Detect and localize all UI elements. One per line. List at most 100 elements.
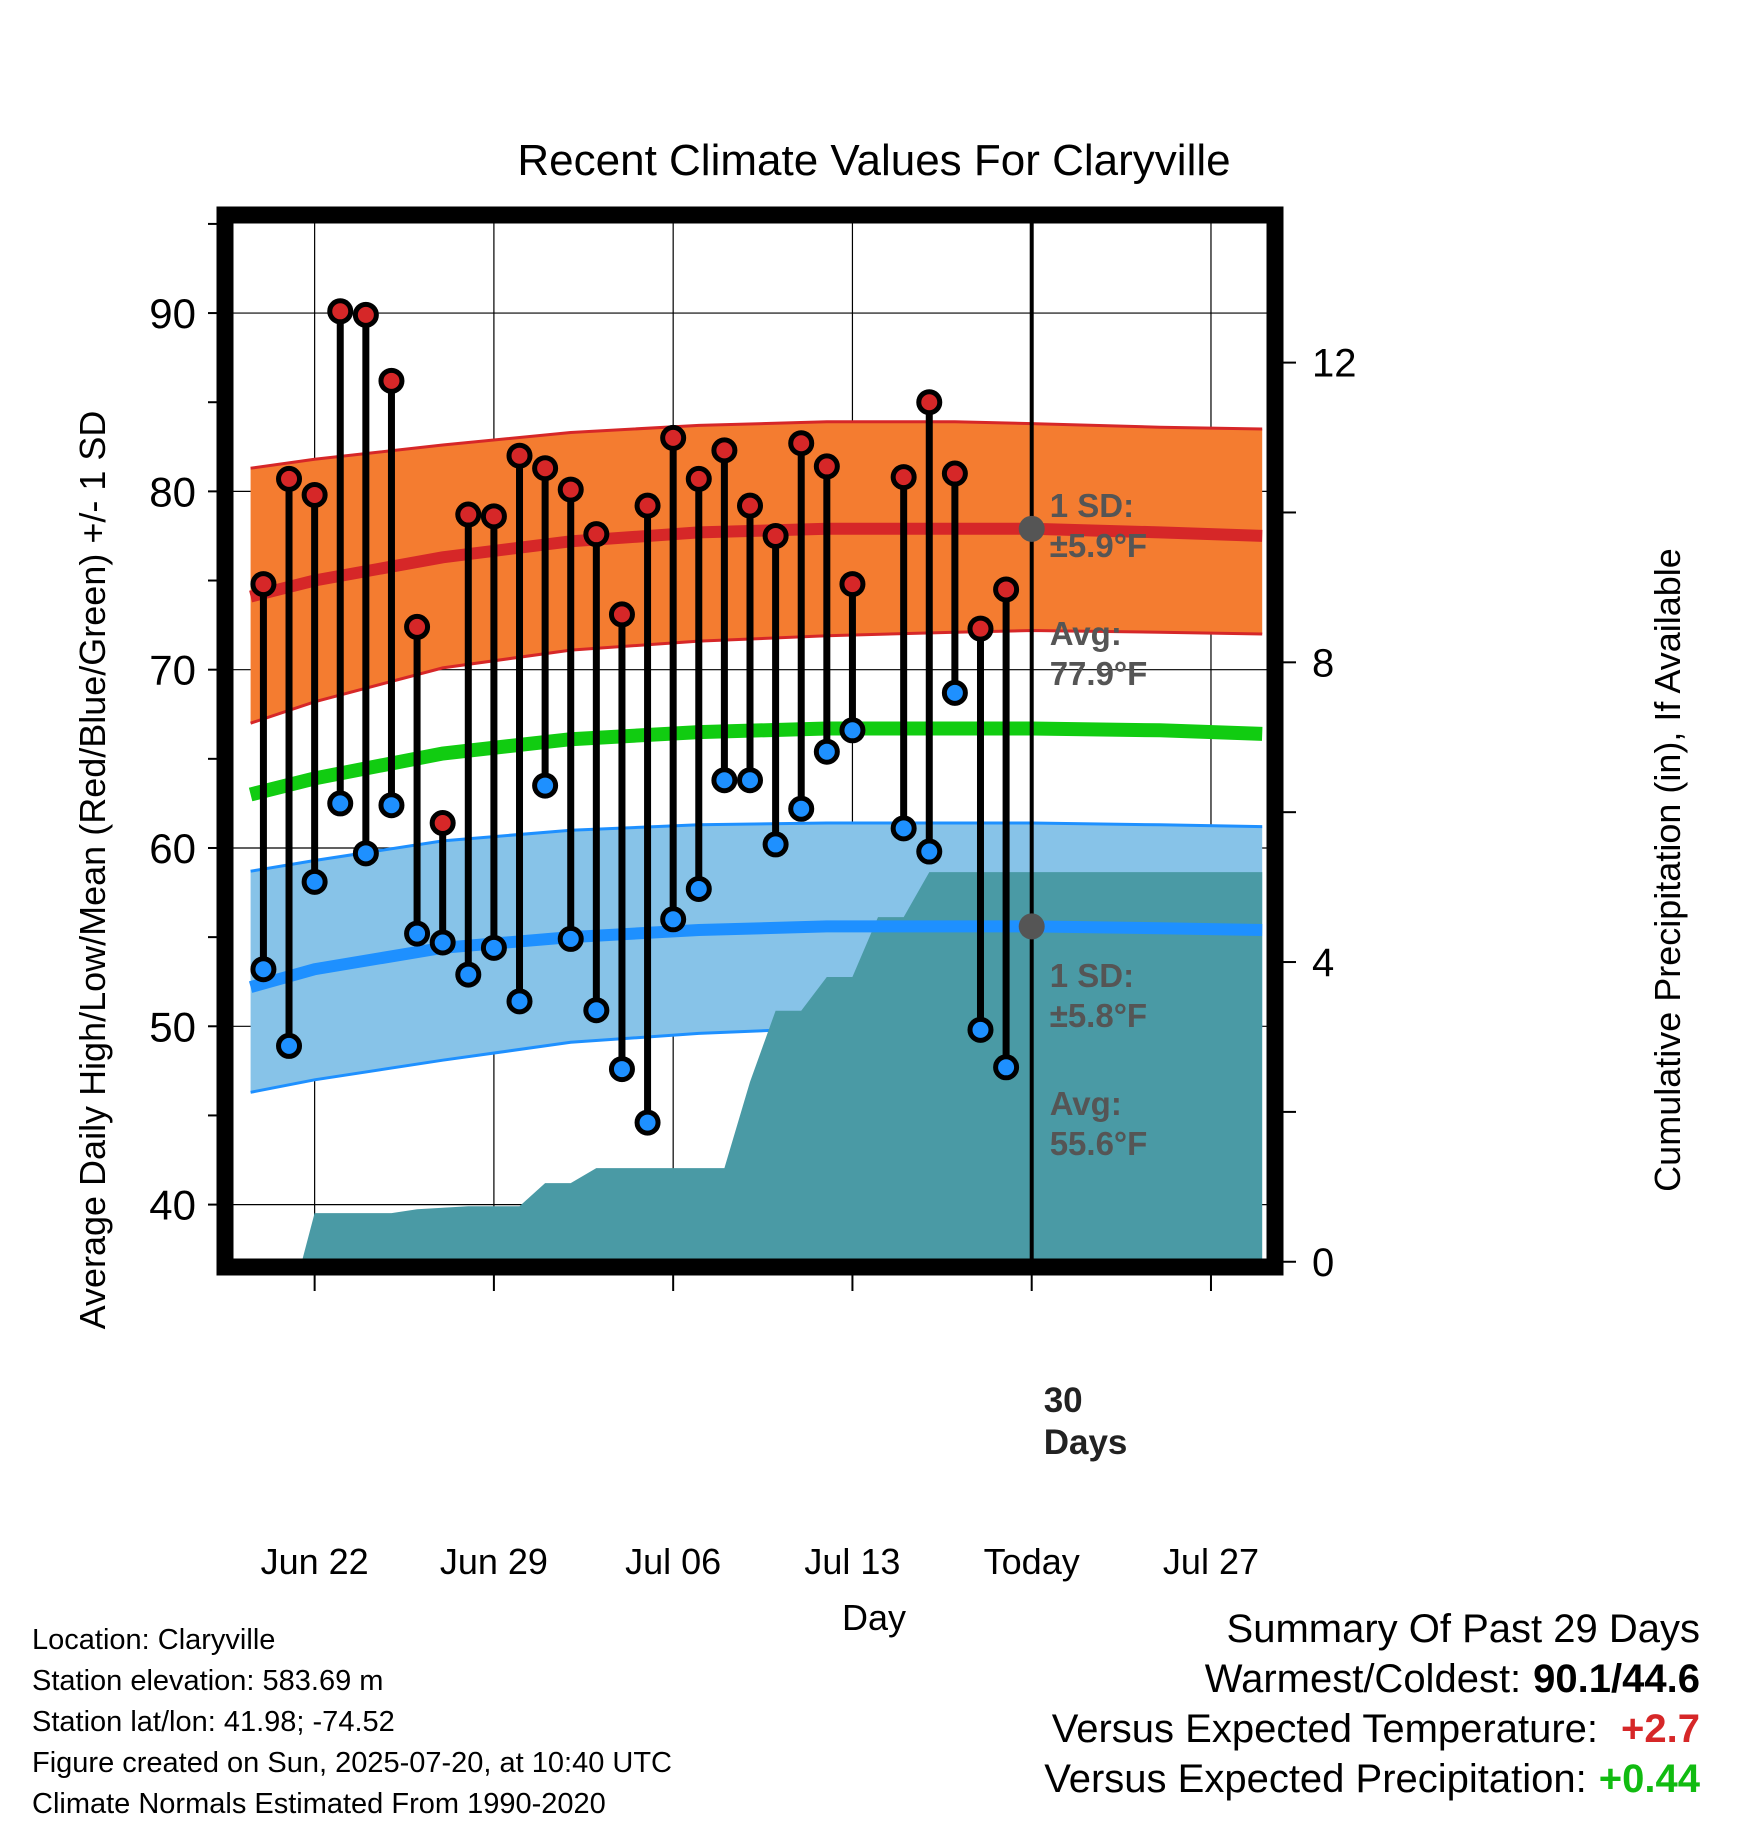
low-point-20 (762, 831, 789, 858)
plot-frame (216, 206, 1284, 1276)
days-label-line-1: Days (1044, 1423, 1128, 1462)
low-point-10 (506, 988, 533, 1015)
high-point-20 (762, 522, 789, 549)
high-point-29 (993, 576, 1020, 603)
high-point-19 (737, 492, 763, 519)
daily-stems (250, 298, 1020, 1136)
low-point-15 (634, 1109, 661, 1136)
y-tick-label-2: 60 (149, 825, 196, 872)
high-sd-value: ±5.9°F (1050, 527, 1147, 564)
precip-row: Versus Expected Precipitation: +0.44 (1044, 1754, 1700, 1804)
low-point-27 (941, 679, 968, 706)
precip-value: +0.44 (1598, 1757, 1700, 1801)
low-point-22 (813, 738, 840, 765)
x-tick-label-5: Jul 27 (1163, 1541, 1259, 1582)
low-point-13 (583, 997, 610, 1024)
y2-tick-label-1: 4 (1312, 941, 1334, 985)
station-info: Location: Claryville Station elevation: … (32, 1620, 672, 1825)
high-sd-band-lower-edge (250, 628, 1263, 725)
normal-mean-line (248, 721, 1263, 802)
high-point-16 (660, 424, 687, 451)
location-text: Location: Claryville (32, 1624, 276, 1656)
low-point-4 (352, 840, 379, 867)
low-point-29 (993, 1054, 1020, 1081)
frame-border (216, 206, 1284, 1276)
warmest-row: Warmest/Coldest: 90.1/44.6 (1044, 1654, 1700, 1704)
high-avg-value: 77.9°F (1050, 655, 1148, 692)
high-point-25 (890, 464, 917, 491)
high-point-15 (634, 492, 661, 519)
normal-low-line (248, 920, 1263, 993)
days-label-line-0: 30 (1044, 1381, 1083, 1420)
low-point-17 (685, 875, 712, 902)
high-point-12 (557, 476, 584, 503)
low-point-12 (557, 925, 584, 952)
low-point-16 (660, 906, 687, 933)
high-point-1 (276, 465, 303, 492)
temp-value: +2.7 (1621, 1707, 1700, 1751)
high-point-21 (788, 430, 815, 457)
high-sd-band-fill (250, 421, 1263, 724)
high-point-28 (967, 615, 994, 642)
y-axis-label: Average Daily High/Low/Mean (Red/Blue/Gr… (72, 411, 113, 1330)
high-point-7 (429, 810, 456, 837)
created-text: Figure created on Sun, 2025-07-20, at 10… (32, 1747, 672, 1779)
y-tick-label-5: 90 (149, 290, 196, 337)
y2-tick-label-0: 0 (1312, 1241, 1334, 1285)
high-point-11 (532, 455, 559, 482)
low-point-19 (737, 767, 763, 794)
today-high-avg-marker (1018, 515, 1045, 542)
high-point-17 (685, 465, 712, 492)
y2-tick-label-3: 12 (1312, 342, 1357, 386)
x-axis-label: Day (842, 1597, 906, 1638)
x-tick-label-1: Jun 29 (440, 1541, 548, 1582)
x-tick-label-2: Jul 06 (625, 1541, 721, 1582)
y-tick-label-4: 80 (149, 468, 196, 515)
low-point-1 (276, 1032, 303, 1059)
high-point-27 (941, 460, 968, 487)
y2-axis-label: Cumulative Precipitation (in), If Availa… (1647, 548, 1688, 1192)
y2-tick-label-2: 8 (1312, 641, 1334, 685)
high-point-22 (813, 453, 840, 480)
x-tick-label-4: Today (984, 1541, 1080, 1582)
low-point-0 (250, 956, 277, 983)
y-tick-label-1: 50 (149, 1003, 196, 1050)
high-avg-label: Avg: (1050, 615, 1122, 652)
low-point-21 (788, 795, 815, 822)
low-sd-label: 1 SD: (1050, 957, 1134, 994)
low-point-18 (711, 767, 738, 794)
low-point-28 (967, 1016, 994, 1043)
x-tick-label-0: Jun 22 (261, 1541, 369, 1582)
low-point-3 (327, 790, 354, 817)
high-point-4 (352, 301, 379, 328)
low-point-23 (839, 717, 866, 744)
high-point-23 (839, 571, 866, 598)
low-point-11 (532, 772, 559, 799)
high-sd-label: 1 SD: (1050, 487, 1134, 524)
low-avg-label: Avg: (1050, 1085, 1122, 1122)
high-point-9 (480, 503, 507, 530)
low-point-2 (301, 868, 328, 895)
normals-text: Climate Normals Estimated From 1990-2020 (32, 1788, 606, 1820)
high-point-5 (378, 367, 405, 394)
axes: 40 50 60 70 80 90 0 4 8 12 Jun 22 Jun 29 Jul 06 Jul 1… (149, 222, 1357, 1582)
high-point-0 (250, 571, 277, 598)
chart-title: Recent Climate Values For Claryville (517, 136, 1230, 185)
low-point-7 (429, 929, 456, 956)
elevation-text: Station elevation: 583.69 m (32, 1665, 384, 1697)
low-point-25 (890, 815, 917, 842)
today-low-avg-marker (1018, 913, 1045, 940)
temp-row: Versus Expected Temperature: +2.7 (1044, 1704, 1700, 1754)
high-point-14 (608, 601, 635, 628)
low-point-8 (455, 961, 482, 988)
temp-label: Versus Expected Temperature: (1051, 1707, 1598, 1751)
high-sd-band-upper-edge (250, 420, 1263, 470)
high-point-10 (506, 442, 533, 469)
high-point-26 (916, 389, 943, 416)
y-tick-label-3: 70 (149, 647, 196, 694)
summary-title: Summary Of Past 29 Days (1226, 1607, 1700, 1651)
low-sd-band-upper-edge (250, 821, 1263, 873)
low-point-14 (608, 1056, 635, 1083)
